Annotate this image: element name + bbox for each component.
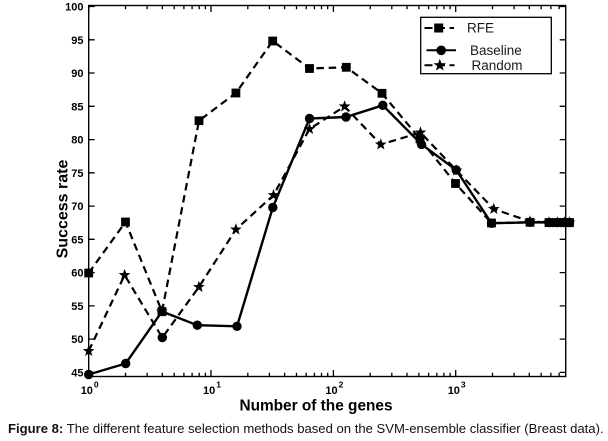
svg-text:Number of the genes: Number of the genes: [239, 398, 392, 415]
svg-text:0: 0: [94, 380, 99, 390]
svg-text:Figure 8: The different featur: Figure 8: The different feature selectio…: [8, 421, 604, 436]
svg-text:50: 50: [71, 334, 83, 346]
svg-text:60: 60: [71, 268, 83, 280]
svg-text:10: 10: [81, 385, 93, 397]
svg-text:55: 55: [71, 301, 83, 313]
svg-text:10: 10: [325, 385, 337, 397]
svg-text:65: 65: [71, 234, 83, 246]
svg-text:10: 10: [203, 385, 215, 397]
svg-text:95: 95: [71, 35, 83, 47]
svg-text:2: 2: [339, 380, 344, 390]
svg-text:70: 70: [71, 201, 83, 213]
svg-text:45: 45: [71, 367, 83, 379]
svg-text:3: 3: [461, 380, 466, 390]
svg-text:75: 75: [71, 168, 83, 180]
svg-text:90: 90: [71, 68, 83, 80]
svg-text:Success rate: Success rate: [55, 160, 72, 259]
svg-text:1: 1: [216, 380, 221, 390]
svg-text:10: 10: [448, 385, 460, 397]
svg-text:RFE: RFE: [467, 21, 494, 36]
svg-text:85: 85: [71, 101, 83, 113]
svg-text:Baseline: Baseline: [470, 43, 522, 58]
svg-text:100: 100: [65, 2, 83, 14]
svg-text:Random: Random: [472, 58, 523, 73]
svg-text:80: 80: [71, 135, 83, 147]
